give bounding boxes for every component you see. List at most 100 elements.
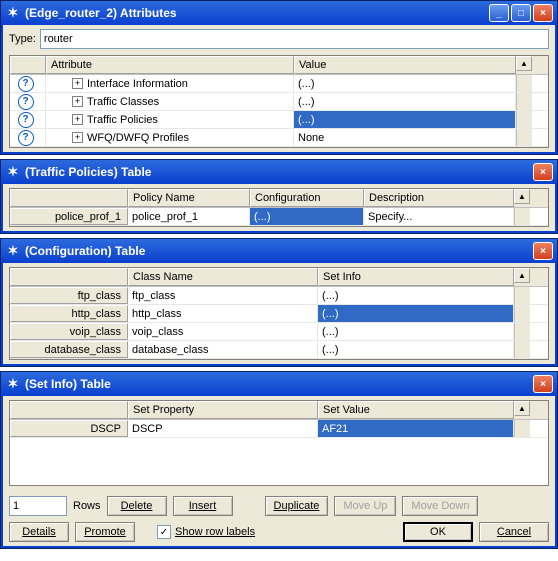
help-icon[interactable]: ?: [18, 112, 34, 128]
attribute-value[interactable]: None: [294, 129, 516, 146]
class-name-cell[interactable]: voip_class: [128, 323, 318, 340]
setinfo-window: ✶ (Set Info) Table × Set Property Set Va…: [0, 371, 558, 549]
policies-titlebar[interactable]: ✶ (Traffic Policies) Table ×: [1, 160, 557, 184]
header-attribute[interactable]: Attribute: [46, 56, 294, 74]
table-row[interactable]: DSCPDSCPAF21: [10, 420, 548, 438]
move-down-button[interactable]: Move Down: [402, 496, 478, 516]
row-header[interactable]: police_prof_1: [10, 208, 128, 225]
expand-icon[interactable]: +: [72, 132, 83, 143]
scroll-up-button[interactable]: ▲: [514, 401, 530, 416]
rows-label: Rows: [73, 500, 101, 512]
policies-window: ✶ (Traffic Policies) Table × Policy Name…: [0, 159, 558, 234]
row-header[interactable]: DSCP: [10, 420, 128, 437]
class-name-cell[interactable]: database_class: [128, 341, 318, 358]
checkbox-icon: ✓: [157, 525, 171, 539]
config-table: Class Name Set Info ▲ ftp_classftp_class…: [9, 267, 549, 360]
scroll-up-button[interactable]: ▲: [514, 189, 530, 204]
table-row[interactable]: ?+Traffic Policies(...): [10, 111, 548, 129]
minimize-button[interactable]: _: [489, 4, 509, 22]
configuration-cell[interactable]: (...): [250, 208, 364, 225]
setinfo-titlebar[interactable]: ✶ (Set Info) Table ×: [1, 372, 557, 396]
setinfo-table: Set Property Set Value ▲ DSCPDSCPAF21: [9, 400, 549, 486]
set-info-cell[interactable]: (...): [318, 323, 514, 340]
type-label: Type:: [9, 33, 36, 45]
header-blank: [10, 401, 128, 419]
table-row[interactable]: ? + WFQ/DWFQ Profiles None: [10, 129, 548, 147]
table-row[interactable]: ? + Traffic Classes (...): [10, 93, 548, 111]
attribute-label: Traffic Classes: [87, 96, 159, 108]
row-header[interactable]: http_class: [10, 305, 128, 322]
header-policy-name[interactable]: Policy Name: [128, 189, 250, 207]
table-row[interactable]: ? + Interface Information (...): [10, 75, 548, 93]
header-blank: [10, 268, 128, 286]
cancel-button[interactable]: Cancel: [479, 522, 549, 542]
ok-button[interactable]: OK: [403, 522, 473, 542]
set-info-cell[interactable]: (...): [318, 287, 514, 304]
header-value[interactable]: Value: [294, 56, 516, 74]
show-row-labels-checkbox[interactable]: ✓ Show row labels: [157, 525, 255, 539]
attribute-label: Interface Information: [87, 78, 188, 90]
details-button[interactable]: Details: [9, 522, 69, 542]
expand-icon[interactable]: +: [72, 78, 83, 89]
attributes-window: ✶ (Edge_router_2) Attributes _ □ × Type:…: [0, 0, 558, 155]
config-titlebar[interactable]: ✶ (Configuration) Table ×: [1, 239, 557, 263]
table-row[interactable]: voip_classvoip_class(...): [10, 323, 548, 341]
scroll-up-button[interactable]: ▲: [514, 268, 530, 283]
show-row-labels-text: Show row labels: [175, 526, 255, 538]
app-icon: ✶: [5, 243, 21, 259]
header-blank: [10, 189, 128, 207]
policies-table: Policy Name Configuration Description ▲ …: [9, 188, 549, 227]
config-title: (Configuration) Table: [25, 244, 533, 258]
row-header[interactable]: database_class: [10, 341, 128, 358]
attribute-value[interactable]: (...): [294, 75, 516, 92]
class-name-cell[interactable]: http_class: [128, 305, 318, 322]
attributes-titlebar[interactable]: ✶ (Edge_router_2) Attributes _ □ ×: [1, 1, 557, 25]
header-class-name[interactable]: Class Name: [128, 268, 318, 286]
close-button[interactable]: ×: [533, 4, 553, 22]
help-icon[interactable]: ?: [18, 94, 34, 110]
help-icon[interactable]: ?: [18, 76, 34, 92]
close-button[interactable]: ×: [533, 242, 553, 260]
attribute-label: WFQ/DWFQ Profiles: [87, 132, 189, 144]
setinfo-title: (Set Info) Table: [25, 377, 533, 391]
move-up-button[interactable]: Move Up: [334, 496, 396, 516]
close-button[interactable]: ×: [533, 375, 553, 393]
row-header[interactable]: voip_class: [10, 323, 128, 340]
rows-count-input[interactable]: [9, 496, 67, 516]
header-set-info[interactable]: Set Info: [318, 268, 514, 286]
duplicate-button[interactable]: Duplicate: [265, 496, 329, 516]
header-set-property[interactable]: Set Property: [128, 401, 318, 419]
set-info-cell[interactable]: (...): [318, 305, 514, 322]
header-set-value[interactable]: Set Value: [318, 401, 514, 419]
scroll-up-button[interactable]: ▲: [516, 56, 532, 71]
table-row[interactable]: database_classdatabase_class(...): [10, 341, 548, 359]
row-header[interactable]: ftp_class: [10, 287, 128, 304]
help-icon[interactable]: ?: [18, 130, 34, 146]
description-cell[interactable]: Specify...: [364, 208, 514, 225]
set-value-cell[interactable]: AF21: [318, 420, 514, 437]
table-row[interactable]: http_classhttp_class(...): [10, 305, 548, 323]
attribute-value[interactable]: (...): [294, 93, 516, 110]
insert-button[interactable]: Insert: [173, 496, 233, 516]
table-row[interactable]: ftp_classftp_class(...): [10, 287, 548, 305]
header-configuration[interactable]: Configuration: [250, 189, 364, 207]
header-description[interactable]: Description: [364, 189, 514, 207]
maximize-button[interactable]: □: [511, 4, 531, 22]
policy-name-cell[interactable]: police_prof_1: [128, 208, 250, 225]
class-name-cell[interactable]: ftp_class: [128, 287, 318, 304]
attributes-table: Attribute Value ▲ ? + Interface Informatio…: [9, 55, 549, 148]
type-input[interactable]: [40, 29, 549, 49]
set-info-cell[interactable]: (...): [318, 341, 514, 358]
promote-button[interactable]: Promote: [75, 522, 135, 542]
table-row[interactable]: police_prof_1police_prof_1(...)Specify..…: [10, 208, 548, 226]
delete-button[interactable]: Delete: [107, 496, 167, 516]
attribute-value[interactable]: (...): [294, 111, 516, 128]
expand-icon[interactable]: +: [72, 114, 83, 125]
expand-icon[interactable]: +: [72, 96, 83, 107]
app-icon: ✶: [5, 376, 21, 392]
app-icon: ✶: [5, 5, 21, 21]
close-button[interactable]: ×: [533, 163, 553, 181]
header-blank: [10, 56, 46, 74]
set-property-cell[interactable]: DSCP: [128, 420, 318, 437]
attributes-title: (Edge_router_2) Attributes: [25, 6, 489, 20]
